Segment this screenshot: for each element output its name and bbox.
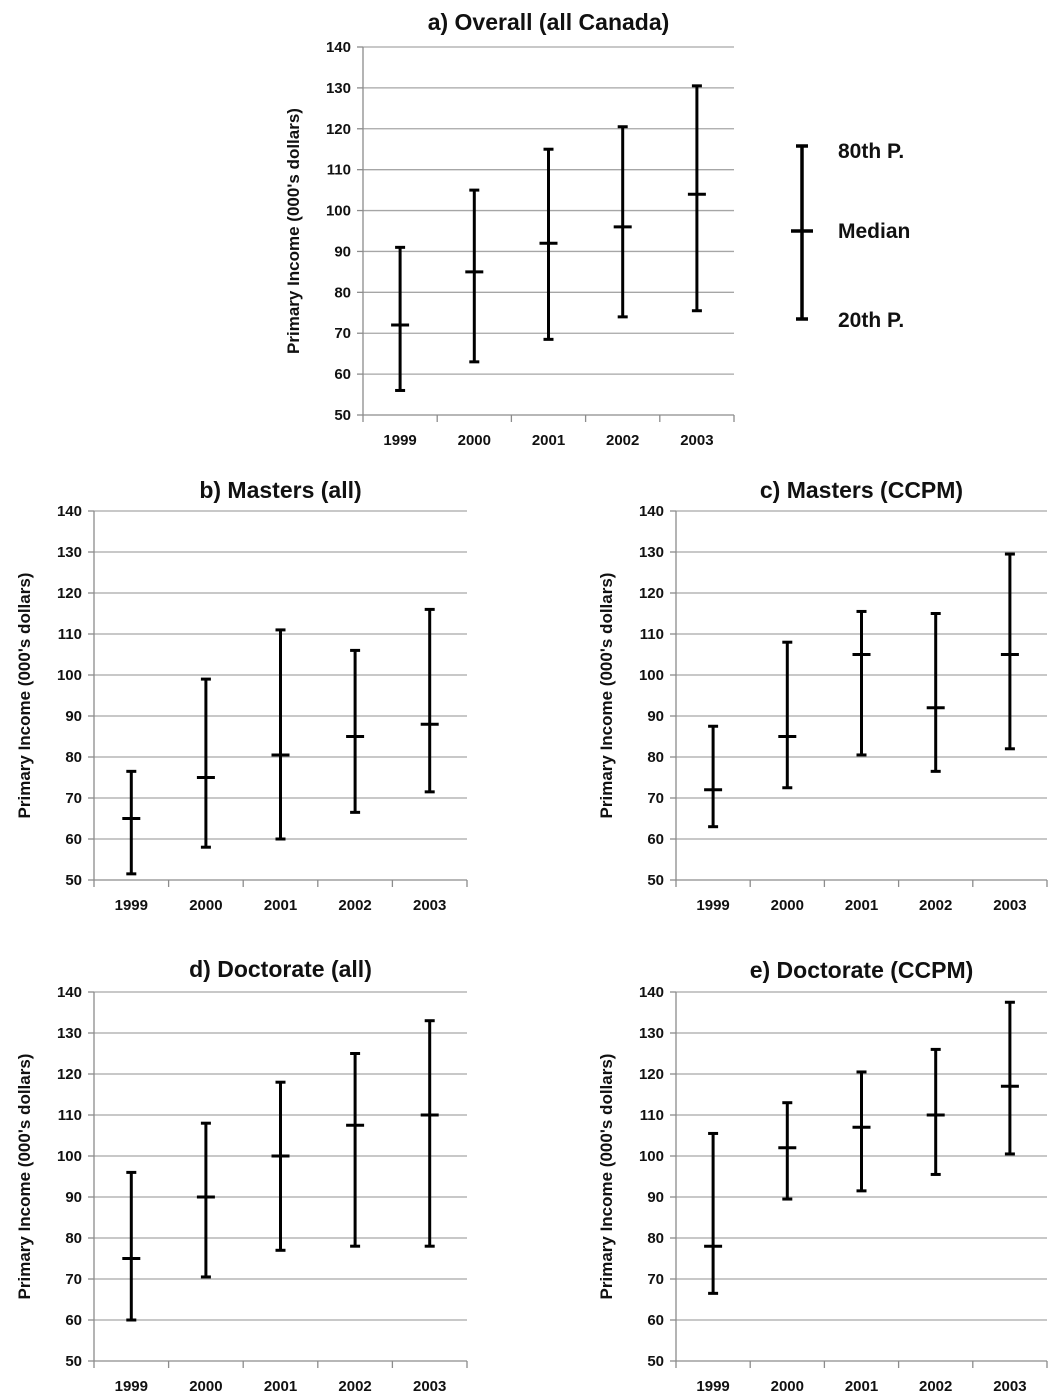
- y-tick-label: 130: [326, 80, 351, 97]
- y-tick-label: 100: [639, 667, 664, 684]
- x-tick-label: 2002: [606, 432, 639, 449]
- y-tick-label: 140: [639, 503, 664, 520]
- y-tick-label: 60: [647, 1312, 664, 1329]
- y-tick-label: 110: [640, 626, 664, 643]
- y-tick-label: 60: [334, 366, 351, 383]
- x-tick-label: 2001: [845, 897, 878, 914]
- x-tick-label: 1999: [696, 1378, 729, 1395]
- chart-title: b) Masters (all): [199, 477, 361, 503]
- x-tick-label: 2000: [458, 432, 491, 449]
- chart-panel: 50 60 70 80 90 100 110 120 130 140 1999 2000 2001 200…: [284, 9, 735, 449]
- chart-title: d) Doctorate (all): [189, 956, 372, 982]
- x-tick-label: 2003: [413, 897, 446, 914]
- y-tick-label: 90: [65, 1189, 82, 1206]
- chart-title: c) Masters (CCPM): [760, 477, 963, 503]
- legend-label-20th: 20th P.: [838, 309, 904, 332]
- y-tick-label: 110: [58, 1107, 82, 1124]
- x-tick-label: 2002: [338, 1378, 371, 1395]
- y-tick-label: 140: [326, 39, 351, 56]
- chart-title: e) Doctorate (CCPM): [750, 957, 974, 983]
- y-tick-label: 50: [647, 872, 664, 889]
- y-tick-label: 90: [647, 1189, 664, 1206]
- x-tick-label: 2000: [189, 897, 222, 914]
- y-tick-label: 130: [639, 544, 664, 561]
- y-tick-label: 90: [334, 243, 351, 260]
- y-tick-label: 90: [647, 708, 664, 725]
- y-tick-label: 60: [65, 831, 82, 848]
- chart-panel: 50 60 70 80 90 100 110 120 130 140 1999 2000 2001 200…: [15, 477, 468, 914]
- y-tick-label: 130: [57, 544, 82, 561]
- x-tick-label: 2000: [189, 1378, 222, 1395]
- y-tick-label: 90: [65, 708, 82, 725]
- x-tick-label: 2002: [919, 897, 952, 914]
- y-tick-label: 110: [327, 162, 351, 179]
- y-tick-label: 60: [647, 831, 664, 848]
- y-tick-label: 110: [58, 626, 82, 643]
- y-axis-label: Primary Income (000's dollars): [284, 108, 303, 354]
- legend-label-median: Median: [838, 220, 910, 243]
- y-tick-label: 140: [57, 984, 82, 1001]
- x-tick-label: 2003: [413, 1378, 446, 1395]
- x-tick-label: 2003: [993, 1378, 1026, 1395]
- y-tick-label: 80: [65, 1230, 82, 1247]
- y-tick-label: 140: [639, 984, 664, 1001]
- x-tick-label: 2002: [338, 897, 371, 914]
- chart-panel: 50 60 70 80 90 100 110 120 130 140 1999 2000 2001 200…: [15, 956, 468, 1395]
- y-tick-label: 70: [65, 1271, 82, 1288]
- chart-title: a) Overall (all Canada): [428, 9, 670, 35]
- x-tick-label: 1999: [383, 432, 416, 449]
- legend-label-80th: 80th P.: [838, 140, 904, 163]
- x-tick-label: 2000: [771, 1378, 804, 1395]
- y-tick-label: 140: [57, 503, 82, 520]
- y-axis-label: Primary Income (000's dollars): [597, 573, 616, 819]
- y-tick-label: 120: [57, 1066, 82, 1083]
- y-tick-label: 70: [647, 1271, 664, 1288]
- legend: 80th P. Median 20th P.: [791, 140, 910, 332]
- x-tick-label: 1999: [115, 897, 148, 914]
- y-tick-label: 120: [639, 585, 664, 602]
- y-tick-label: 70: [65, 790, 82, 807]
- y-axis-label: Primary Income (000's dollars): [15, 1054, 34, 1300]
- x-tick-label: 1999: [696, 897, 729, 914]
- x-tick-label: 2001: [845, 1378, 878, 1395]
- y-tick-label: 80: [647, 749, 664, 766]
- x-tick-label: 2001: [264, 1378, 297, 1395]
- y-tick-label: 50: [334, 407, 351, 424]
- y-tick-label: 130: [639, 1025, 664, 1042]
- y-tick-label: 120: [639, 1066, 664, 1083]
- y-tick-label: 100: [57, 1148, 82, 1165]
- x-tick-label: 2001: [264, 897, 297, 914]
- y-tick-label: 100: [57, 667, 82, 684]
- y-tick-label: 80: [334, 284, 351, 301]
- y-tick-label: 100: [639, 1148, 664, 1165]
- x-tick-label: 2003: [680, 432, 713, 449]
- y-tick-label: 120: [57, 585, 82, 602]
- x-tick-label: 1999: [115, 1378, 148, 1395]
- x-tick-label: 2000: [771, 897, 804, 914]
- y-tick-label: 80: [647, 1230, 664, 1247]
- y-tick-label: 70: [647, 790, 664, 807]
- y-tick-label: 80: [65, 749, 82, 766]
- y-tick-label: 70: [334, 325, 351, 342]
- y-tick-label: 50: [65, 872, 82, 889]
- chart-panel: 50 60 70 80 90 100 110 120 130 140 1999 2000 2001 200…: [597, 477, 1048, 914]
- y-axis-label: Primary Income (000's dollars): [15, 573, 34, 819]
- chart-panel: 50 60 70 80 90 100 110 120 130 140 1999 2000 2001 200…: [597, 957, 1048, 1395]
- y-tick-label: 110: [640, 1107, 664, 1124]
- x-tick-label: 2003: [993, 897, 1026, 914]
- y-tick-label: 100: [326, 203, 351, 220]
- y-tick-label: 50: [647, 1353, 664, 1370]
- y-tick-label: 60: [65, 1312, 82, 1329]
- x-tick-label: 2001: [532, 432, 565, 449]
- y-tick-label: 120: [326, 121, 351, 138]
- y-axis-label: Primary Income (000's dollars): [597, 1054, 616, 1300]
- x-tick-label: 2002: [919, 1378, 952, 1395]
- y-tick-label: 50: [65, 1353, 82, 1370]
- y-tick-label: 130: [57, 1025, 82, 1042]
